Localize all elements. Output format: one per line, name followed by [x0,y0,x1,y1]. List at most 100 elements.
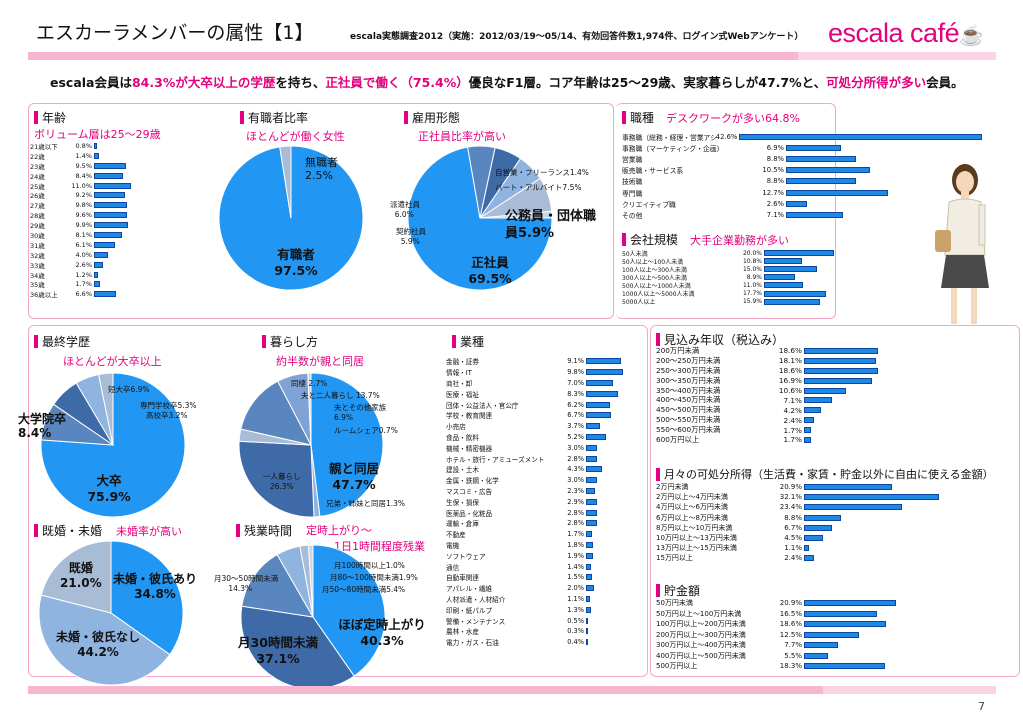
industry-row-value: 3.7% [567,422,584,431]
job-row-value: 8.8% [766,177,784,186]
overtime-slice [240,605,355,690]
savings-row: 50万円以上～100万円未満 16.5% [656,609,916,620]
age-row-value: 2.6% [75,260,92,269]
age-row-bar [94,212,127,219]
income-row-value: 4.2% [783,405,802,415]
footer-divider [28,686,823,694]
survey-info: escala実態調査2012（実施：2012/03/19～05/14、有効回答件… [350,32,804,42]
job-row: その他 7.1% [622,209,982,220]
age-row: 27歳 9.8% [30,200,180,210]
age-row: 33歳 2.6% [30,260,180,270]
savings-row-value: 7.7% [784,641,802,650]
industry-row-bar [586,369,624,376]
industry-row: 金融・証券 9.1% [446,356,646,367]
industry-row-label: 金属・鉄鋼・化学 [446,477,499,486]
age-row-value: 9.2% [75,191,92,200]
education-univ-label: 大卒 75.9% [87,473,131,504]
industry-row-value: 2.0% [567,584,584,593]
industry-row-value: 2.8% [567,454,584,463]
marital-slice [38,594,171,686]
employed-pie-chart [218,145,364,291]
industry-row: 通信 1.4% [446,561,646,572]
age-row-bar [94,261,103,268]
company-row-bar [764,282,803,289]
company-row: 100人以上～300人未満 15.0% [622,265,842,274]
industry-row-label: 小売店 [446,423,466,432]
job-row-bar [786,189,888,196]
income-row-value: 10.6% [778,386,802,395]
savings-row-value: 16.5% [779,609,802,618]
industry-row-bar [586,433,606,440]
industry-row-value: 2.9% [567,497,584,506]
marital-slice [110,540,184,656]
industry-row-value: 1.3% [567,605,584,614]
age-row-bar [94,291,117,298]
employment-regular-label: 正社員 69.5% [468,255,512,286]
disposable-row-value: 32.1% [779,493,802,502]
industry-row-label: 印刷・紙パルプ [446,606,493,615]
industry-row-label: 生保・損保 [446,498,479,507]
industry-row-value: 6.7% [567,411,584,420]
overtime-title: 残業時間 [236,522,292,539]
age-row-bar [94,281,100,288]
savings-row-bar [804,610,877,617]
age-row: 32歳 4.0% [30,250,180,260]
income-row-value: 18.6% [778,346,802,356]
disposable-row-label: 6万円以上～8万円未満 [656,513,728,522]
education-junior-label: 短大卒6.9% [108,385,150,394]
industry-row-value: 7.0% [567,378,584,387]
industry-row-value: 1.1% [567,594,584,603]
age-bar-chart: 21歳以下 0.8% 22歳 1.4% 23歳 9.5% 24歳 8.4% 25歳 11.0% 26… [30,141,180,299]
age-row-label: 26歳 [30,192,45,201]
marital-slice [40,540,112,614]
industry-row: 自動車関連 1.5% [446,572,646,583]
industry-row-bar [586,552,594,559]
savings-row-label: 300万円以上～400万円未満 [656,641,746,650]
savings-row-label: 400万円以上～500万円未満 [656,651,746,660]
income-row: 550～600万円未満 1.7% [656,425,906,435]
industry-row-bar [586,520,597,527]
savings-row-value: 18.6% [779,620,802,629]
income-row-label: 450～500万円未満 [656,405,721,415]
job-row-value: 2.6% [766,199,784,208]
disposable-row: 6万円以上～8万円未満 8.8% [656,513,956,523]
education-high-label: 高校卒3.2% [146,411,188,420]
living-title: 暮らし方 [262,333,318,350]
industry-row-bar [586,390,618,397]
living-husband-label: 夫と二人暮らし 13.7% [301,391,380,400]
job-row: 販売職・サービス系 10.5% [622,165,982,176]
job-row-value: 10.5% [762,166,784,175]
age-row-value: 8.1% [75,230,92,239]
industry-row-value: 1.9% [567,551,584,560]
income-row-label: 300～350万円未満 [656,375,721,385]
industry-row-value: 9.1% [567,357,584,366]
job-row: 事務職（マーケティング・企画） 6.9% [622,142,982,153]
age-row-value: 11.0% [71,181,92,190]
age-row-bar [94,202,128,209]
disposable-row: 15万円以上 2.4% [656,553,956,563]
job-row-label: 事務職（マーケティング・企画） [622,144,724,153]
savings-row-bar [804,642,838,649]
company-bar-chart: 50人未満 20.0% 50人以上～100人未満 10.8% 100人以上～300人未満… [622,249,842,306]
industry-bar-chart: 金融・証券 9.1% 情報・IT 9.8% 商社・卸 7.0% 医療・福祉 8.3% 団体・公益… [446,356,646,648]
employed-yes-label: 有職者 97.5% [274,247,318,278]
income-row-label: 350～400万円未満 [656,385,721,395]
company-row-label: 500人以上～1000人未満 [622,282,691,290]
age-row-label: 21歳以下 [30,142,58,151]
savings-row-label: 50万円以上～100万円未満 [656,609,742,618]
industry-row-bar [586,563,592,570]
age-row-label: 24歳 [30,172,45,181]
company-row-value: 20.0% [742,249,762,257]
company-row-bar [764,250,834,257]
income-row-bar [804,397,833,404]
savings-row-value: 12.5% [779,630,802,639]
disposable-row-bar [804,545,809,552]
industry-row-label: 学校・教育関連 [446,412,493,421]
job-row-bar [786,155,857,162]
age-row-bar [94,172,123,179]
disposable-row-label: 8万円以上～10万円未満 [656,523,733,532]
industry-row-bar [586,444,598,451]
disposable-row: 4万円以上～6万円未満 23.4% [656,502,956,512]
job-row: 事務職（総務・経理・営業アシスタント）42.6% [622,131,982,142]
industry-row-bar [586,639,588,646]
